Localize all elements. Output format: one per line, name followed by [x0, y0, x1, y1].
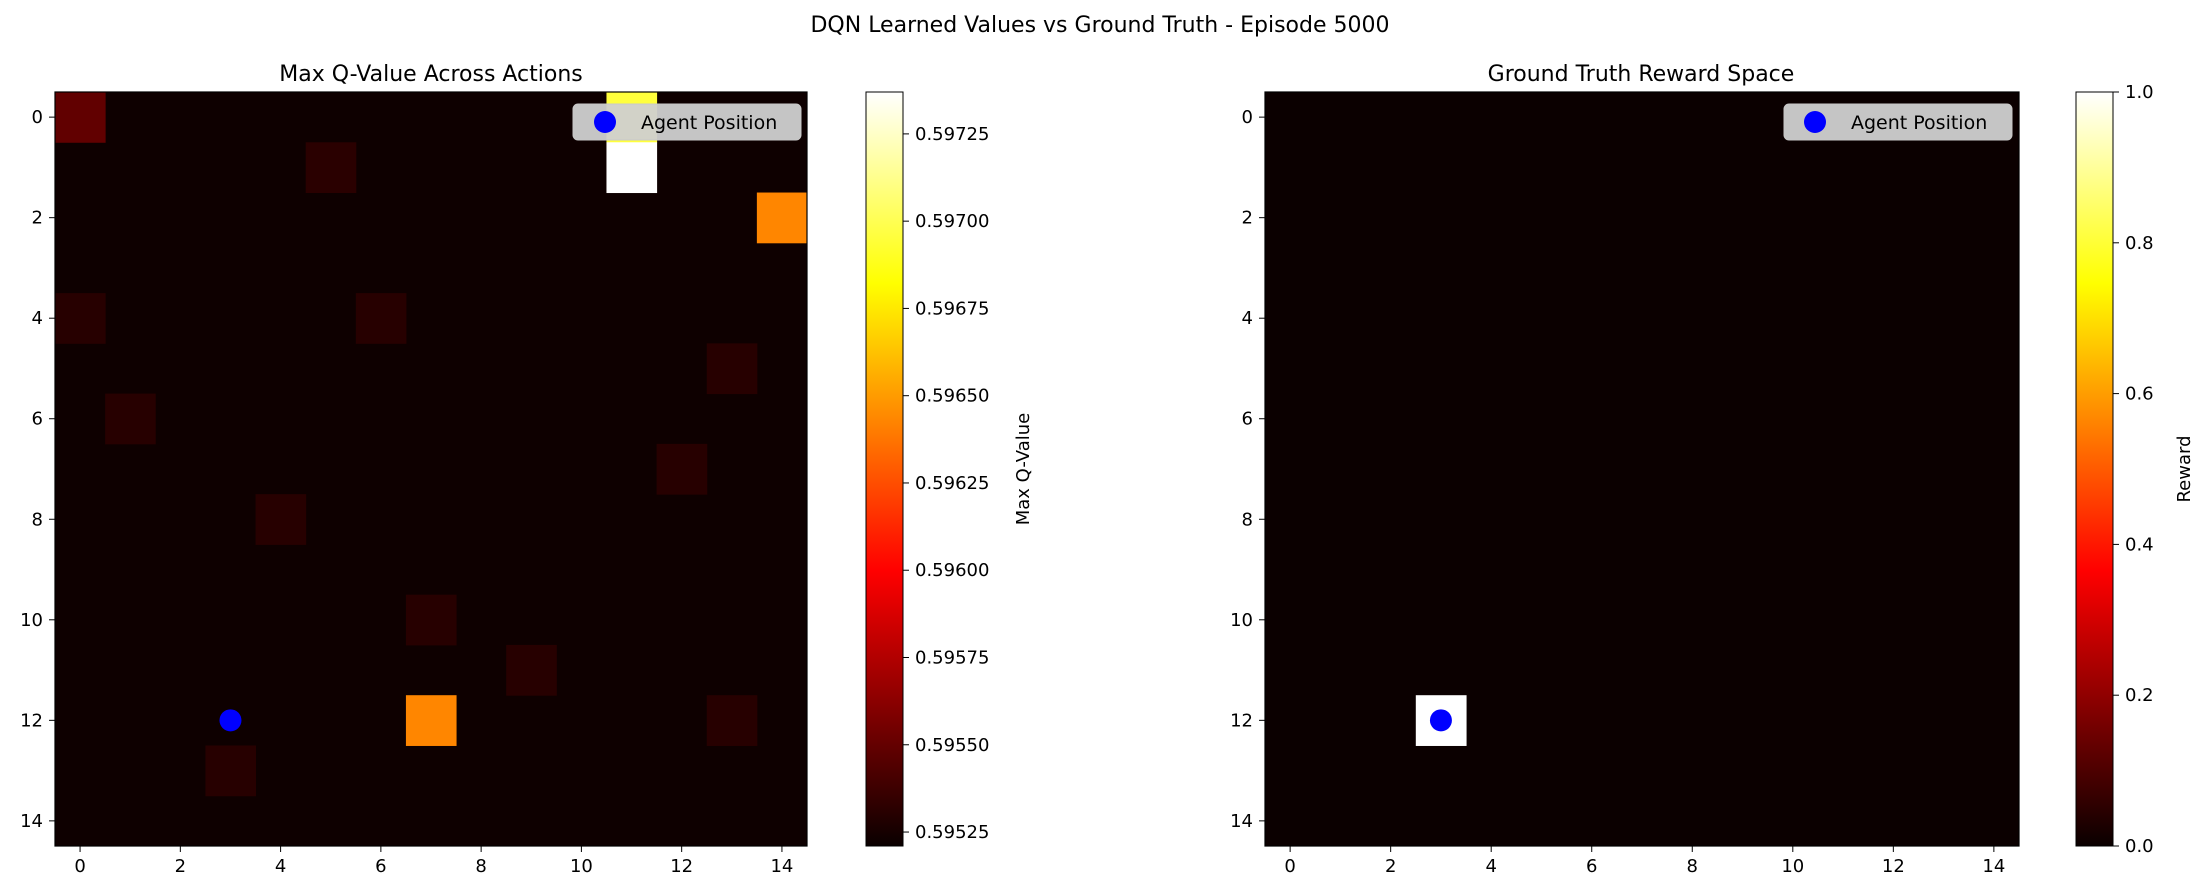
y-tick-label: 14 — [1230, 811, 1253, 832]
reward-colorbar: 0.0 0.2 0.4 0.6 0.8 1.0 Reward — [2076, 82, 2195, 857]
q-value-panel: Max Q-Value Across Actions 0 2 4 6 8 10 12 14 0… — [20, 62, 1034, 877]
y-tick-label: 12 — [1230, 710, 1253, 731]
heatmap-cell — [707, 695, 758, 746]
heatmap-cell — [406, 695, 457, 746]
heatmap-cell — [406, 595, 457, 646]
x-tick-label: 10 — [570, 856, 593, 877]
colorbar-tick-label: 0.6 — [2125, 384, 2154, 405]
colorbar-tick-label: 0.59650 — [915, 386, 989, 407]
x-tick-label: 14 — [770, 856, 793, 877]
q-value-heatmap — [55, 92, 808, 846]
q-value-colorbar: 0.59525 0.59550 0.59575 0.59600 0.59625 0.596… — [866, 92, 1034, 846]
reward-legend: Agent Position — [1784, 104, 2012, 140]
colorbar-tick-label: 0.59600 — [915, 560, 989, 581]
heatmap-cell — [707, 343, 758, 394]
y-tick-label: 2 — [1242, 208, 1253, 229]
x-tick-label: 0 — [1284, 856, 1295, 877]
x-tick-label: 8 — [1687, 856, 1698, 877]
colorbar-tick-label: 0.59625 — [915, 473, 989, 494]
x-tick-label: 6 — [375, 856, 386, 877]
heatmap-cell — [205, 745, 256, 796]
reward-agent-marker — [1430, 709, 1452, 731]
heatmap-cell — [657, 444, 708, 495]
q-value-colorbar-gradient — [866, 92, 903, 846]
q-value-colorbar-label: Max Q-Value — [1013, 413, 1034, 525]
y-tick-label: 4 — [32, 308, 43, 329]
heatmap-cell — [55, 293, 106, 344]
y-tick-label: 0 — [32, 107, 43, 128]
x-tick-label: 4 — [275, 856, 286, 877]
colorbar-tick-label: 0.59575 — [915, 648, 989, 669]
reward-legend-label: Agent Position — [1851, 112, 1987, 134]
colorbar-tick-label: 0.2 — [2125, 685, 2154, 706]
heatmap-cell — [55, 92, 106, 143]
heatmap-cell — [306, 142, 357, 193]
figure-title: DQN Learned Values vs Ground Truth - Epi… — [810, 13, 1389, 38]
colorbar-tick-label: 0.59675 — [915, 298, 989, 319]
q-value-legend-marker — [594, 111, 616, 133]
x-tick-label: 4 — [1485, 856, 1496, 877]
q-value-agent-marker — [219, 709, 241, 731]
y-tick-label: 6 — [32, 409, 43, 430]
y-tick-label: 8 — [1242, 509, 1253, 530]
x-tick-label: 10 — [1781, 856, 1804, 877]
x-tick-label: 2 — [1385, 856, 1396, 877]
x-tick-label: 2 — [175, 856, 186, 877]
colorbar-tick-label: 0.59725 — [915, 124, 989, 145]
reward-colorbar-label: Reward — [2174, 435, 2195, 502]
y-tick-label: 4 — [1242, 308, 1253, 329]
colorbar-tick-label: 0.8 — [2125, 233, 2154, 254]
y-tick-label: 12 — [20, 710, 43, 731]
x-tick-label: 12 — [670, 856, 693, 877]
y-tick-label: 0 — [1242, 107, 1253, 128]
reward-panel: Ground Truth Reward Space 0 2 4 6 8 10 12 14 0 2… — [1230, 62, 2195, 877]
heatmap-cell — [105, 394, 156, 445]
heatmap-cell — [757, 193, 808, 244]
reward-x-ticks: 0 2 4 6 8 10 12 14 — [1284, 846, 2005, 877]
heatmap-cell — [606, 142, 657, 193]
reward-title: Ground Truth Reward Space — [1488, 62, 1795, 87]
colorbar-tick-label: 0.59525 — [915, 822, 989, 843]
reward-colorbar-ticks: 0.0 0.2 0.4 0.6 0.8 1.0 — [2113, 82, 2154, 857]
reward-y-ticks: 0 2 4 6 8 10 12 14 — [1230, 107, 1265, 832]
colorbar-tick-label: 0.59550 — [915, 735, 989, 756]
q-value-title: Max Q-Value Across Actions — [279, 62, 583, 87]
heatmap-cell — [506, 645, 557, 696]
q-value-x-ticks: 0 2 4 6 8 10 12 14 — [74, 846, 793, 877]
y-tick-label: 10 — [20, 610, 43, 631]
q-value-y-ticks: 0 2 4 6 8 10 12 14 — [20, 107, 55, 832]
x-tick-label: 6 — [1586, 856, 1597, 877]
y-tick-label: 8 — [32, 509, 43, 530]
reward-heatmap — [1265, 92, 2019, 846]
x-tick-label: 0 — [74, 856, 85, 877]
y-tick-label: 10 — [1230, 610, 1253, 631]
heatmap-background — [1265, 92, 2019, 846]
colorbar-tick-label: 0.4 — [2125, 534, 2154, 555]
colorbar-tick-label: 1.0 — [2125, 82, 2154, 103]
y-tick-label: 2 — [32, 208, 43, 229]
x-tick-label: 8 — [475, 856, 486, 877]
q-value-legend: Agent Position — [573, 104, 801, 140]
y-tick-label: 6 — [1242, 409, 1253, 430]
heatmap-cell — [356, 293, 407, 344]
reward-colorbar-gradient — [2076, 92, 2113, 846]
q-value-legend-label: Agent Position — [641, 112, 777, 134]
reward-legend-marker — [1804, 111, 1826, 133]
colorbar-tick-label: 0.59700 — [915, 211, 989, 232]
x-tick-label: 12 — [1882, 856, 1905, 877]
heatmap-cell — [256, 494, 307, 545]
x-tick-label: 14 — [1982, 856, 2005, 877]
colorbar-tick-label: 0.0 — [2125, 836, 2154, 857]
y-tick-label: 14 — [20, 811, 43, 832]
q-value-colorbar-ticks: 0.59525 0.59550 0.59575 0.59600 0.59625 0.596… — [903, 124, 989, 843]
